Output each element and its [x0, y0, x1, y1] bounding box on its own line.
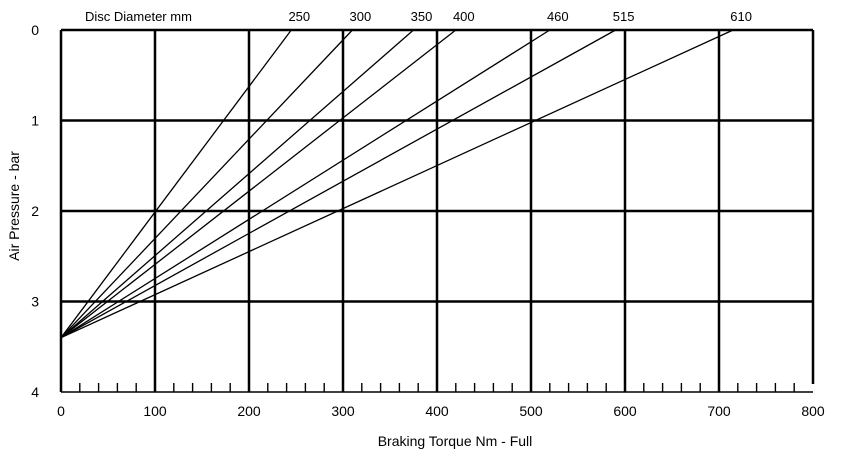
- y-tick-label-1: 1: [31, 113, 39, 129]
- x-tick-label-400: 400: [425, 403, 449, 419]
- x-tick-label-200: 200: [237, 403, 261, 419]
- y-tick-label-3: 3: [31, 294, 39, 310]
- x-tick-label-100: 100: [143, 403, 167, 419]
- disc-diameter-header: Disc Diameter mm: [85, 9, 192, 24]
- series-label-250: 250: [288, 9, 310, 24]
- series-line-350: [60, 29, 414, 339]
- series-label-400: 400: [453, 9, 475, 24]
- x-tick-label-800: 800: [801, 403, 825, 419]
- series-label-610: 610: [730, 9, 752, 24]
- series-label-300: 300: [350, 9, 372, 24]
- x-tick-label-600: 600: [613, 403, 637, 419]
- series-line-250: [60, 29, 292, 339]
- grid: [61, 30, 813, 392]
- series-line-460: [60, 29, 551, 339]
- series-lines: [60, 29, 734, 339]
- x-axis-title: Braking Torque Nm - Full: [378, 433, 533, 449]
- series-line-610: [60, 29, 734, 339]
- y-tick-label-4: 4: [31, 384, 39, 400]
- x-tick-label-500: 500: [519, 403, 543, 419]
- y-tick-label-2: 2: [31, 203, 39, 219]
- y-tick-label-0: 0: [31, 22, 39, 38]
- x-tick-label-700: 700: [707, 403, 731, 419]
- series-label-515: 515: [613, 9, 635, 24]
- x-tick-label-300: 300: [331, 403, 355, 419]
- series-label-460: 460: [547, 9, 569, 24]
- labels: Disc Diameter mm Braking Torque Nm - Ful…: [6, 9, 825, 449]
- series-line-515: [60, 29, 616, 339]
- series-line-300: [60, 29, 353, 339]
- x-tick-label-0: 0: [57, 403, 65, 419]
- plot-frame: [59, 28, 815, 393]
- y-axis-title: Air Pressure - bar: [6, 151, 22, 261]
- series-label-350: 350: [411, 9, 433, 24]
- x-minor-ticks: [79, 383, 795, 392]
- series-line-400: [60, 29, 457, 339]
